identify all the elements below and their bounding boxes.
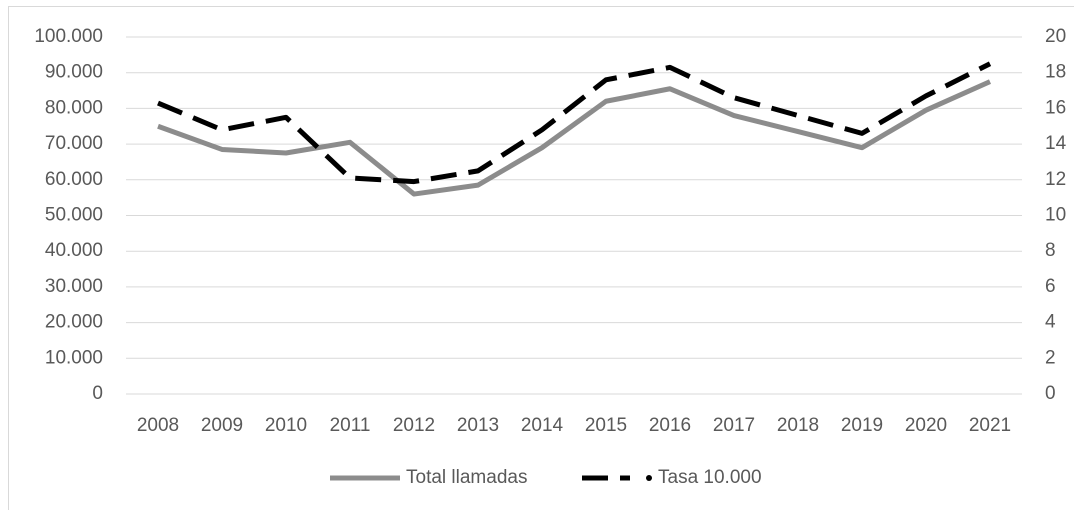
y2-tick-label: 6	[1045, 276, 1056, 297]
y2-tick-label: 18	[1045, 62, 1066, 83]
y2-tick-label: 16	[1045, 97, 1066, 118]
series-line	[157, 79, 992, 197]
y2-tick-label: 0	[1045, 383, 1056, 404]
y-tick-label: 40.000	[45, 240, 103, 261]
x-tick-label: 2017	[713, 415, 755, 436]
y-tick-label: 30.000	[45, 276, 103, 297]
y-tick-label: 0	[92, 383, 103, 404]
x-tick-label: 2018	[777, 415, 819, 436]
y-tick-label: 60.000	[45, 169, 103, 190]
y2-tick-label: 12	[1045, 169, 1066, 190]
y2-tick-label: 2	[1045, 347, 1056, 368]
x-tick-label: 2008	[137, 415, 179, 436]
y-tick-label: 80.000	[45, 97, 103, 118]
y2-tick-label: 14	[1045, 133, 1067, 154]
x-tick-label: 2011	[330, 415, 371, 436]
y-tick-label: 90.000	[45, 62, 103, 83]
y-tick-label: 50.000	[45, 205, 103, 226]
x-tick-label: 2010	[265, 415, 307, 436]
y-tick-label: 70.000	[45, 133, 103, 154]
x-tick-label: 2012	[393, 415, 435, 436]
x-tick-label: 2021	[969, 415, 1011, 436]
y2-tick-label: 20	[1045, 26, 1066, 47]
x-tick-label: 2020	[905, 415, 947, 436]
x-tick-label: 2014	[521, 415, 564, 436]
x-tick-label: 2016	[649, 415, 691, 436]
y2-tick-label: 8	[1045, 240, 1056, 261]
x-tick-label: 2009	[201, 415, 243, 436]
y-tick-label: 20.000	[45, 312, 103, 333]
chart-frame	[8, 6, 1074, 510]
x-tick-label: 2013	[457, 415, 499, 436]
legend-label: Tasa 10.000	[658, 467, 762, 488]
y2-tick-label: 4	[1045, 312, 1056, 333]
y-tick-label: 10.000	[45, 347, 103, 368]
series-line	[157, 61, 992, 185]
legend-swatch-dot	[646, 475, 652, 481]
x-tick-label: 2015	[585, 415, 627, 436]
y-tick-label: 100.000	[34, 26, 103, 47]
legend-label: Total llamadas	[406, 467, 527, 488]
y2-tick-label: 10	[1045, 205, 1066, 226]
x-tick-label: 2019	[841, 415, 883, 436]
